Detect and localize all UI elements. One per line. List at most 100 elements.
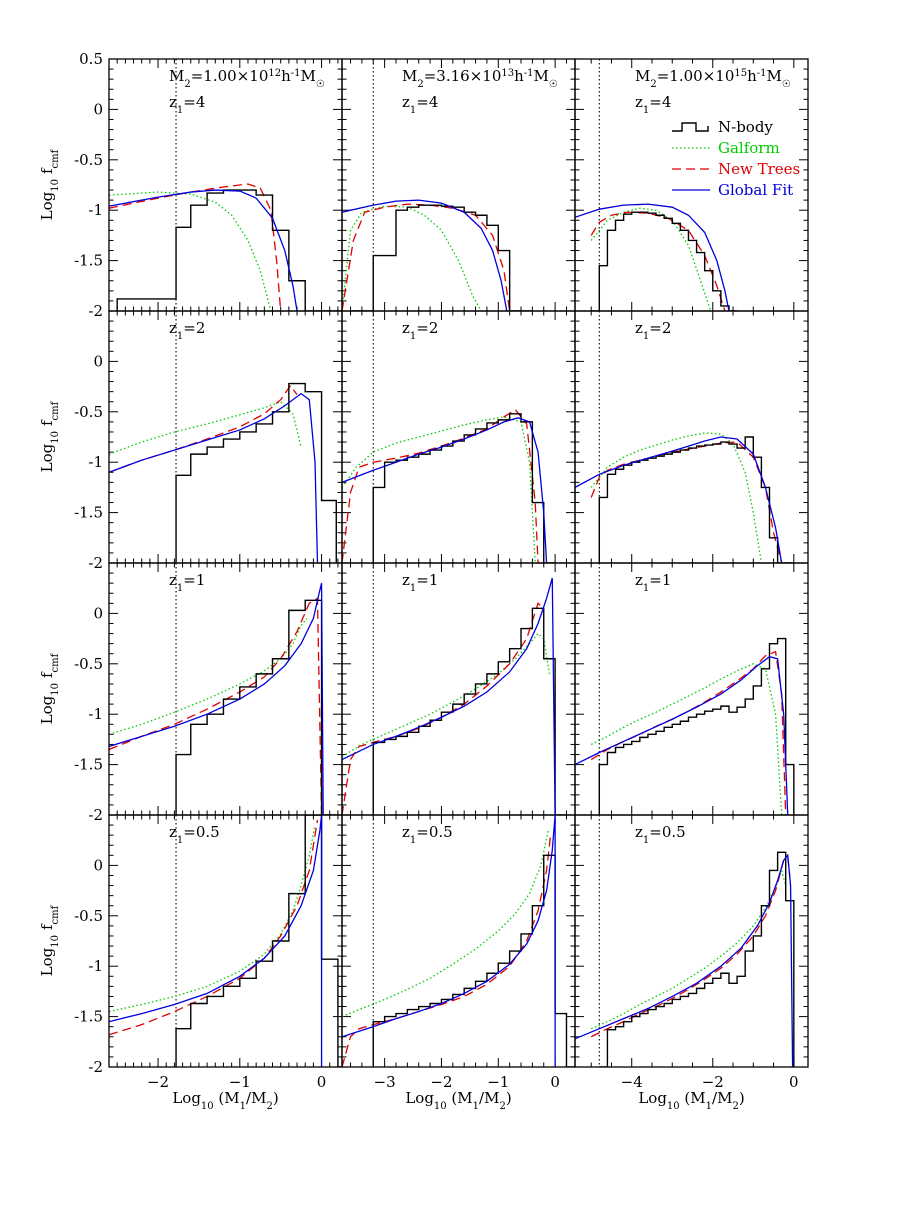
series-new-trees bbox=[109, 819, 319, 1036]
panel-r0-c0: -2 -1.5 -1 -0.5 0 0.5 M2=1.00×1012h-1M☉ z1=4 Log… bbox=[38, 50, 343, 320]
y-tick-label: -2 bbox=[88, 302, 103, 320]
x-axis-title: Log10 (M1/M2) bbox=[172, 1089, 278, 1112]
series-n-body bbox=[372, 854, 575, 1067]
series-n-body bbox=[116, 189, 342, 311]
legend-label: Galform bbox=[718, 139, 780, 157]
series-galform bbox=[342, 632, 551, 758]
y-axis-title: Log10fcmf bbox=[38, 652, 61, 724]
x-tick-label: −1 bbox=[487, 1073, 509, 1091]
series-galform bbox=[590, 432, 763, 563]
series-new-trees bbox=[590, 650, 787, 815]
series-global-fit bbox=[575, 656, 789, 815]
series-new-trees bbox=[590, 856, 791, 1038]
panel-r3-c1: −3 −2 −1 0 z1=0.5 Log10 (M1/M2) bbox=[341, 814, 576, 1112]
y-tick-label: -1.5 bbox=[74, 756, 103, 774]
panel-frame bbox=[574, 814, 809, 1068]
x-axis-title: Log10 (M1/M2) bbox=[405, 1089, 511, 1112]
redshift-label: z1=4 bbox=[402, 93, 438, 116]
x-tick-label: −2 bbox=[430, 1073, 452, 1091]
series-new-trees bbox=[109, 597, 323, 815]
panel-frame bbox=[341, 310, 576, 564]
redshift-label: z1=4 bbox=[635, 93, 671, 116]
y-tick-label: -2 bbox=[88, 806, 103, 824]
series-n-body bbox=[175, 599, 337, 815]
redshift-label: z1=0.5 bbox=[635, 823, 686, 846]
y-tick-label: -1.5 bbox=[74, 504, 103, 522]
series-global-fit bbox=[342, 417, 548, 563]
panel-r2-c2: z1=1 bbox=[574, 562, 809, 816]
x-tick-label: −1 bbox=[229, 1073, 251, 1091]
panel-r3-c2: −4 −2 0 z1=0.5 Log10 (M1/M2) bbox=[574, 814, 809, 1112]
series-n-body bbox=[599, 851, 795, 1067]
redshift-label: z1=1 bbox=[169, 571, 205, 594]
legend-item: Global Fit bbox=[672, 181, 793, 199]
series-global-fit bbox=[575, 203, 730, 311]
panel-r1-c2: z1=2 bbox=[574, 310, 809, 564]
series-galform bbox=[109, 824, 316, 1013]
legend-label: N-body bbox=[718, 118, 773, 136]
y-tick-label: -0.5 bbox=[74, 655, 103, 673]
series-new-trees bbox=[342, 602, 545, 815]
y-tick-label: -2 bbox=[88, 1058, 103, 1076]
panel-r2-c0: -2 -1.5 -1 -0.5 0 z1=1 Log10fcmf bbox=[38, 562, 343, 824]
x-tick-label: 0 bbox=[550, 1073, 560, 1091]
series-global-fit bbox=[342, 199, 508, 311]
series-n-body bbox=[175, 815, 342, 1067]
series-galform bbox=[590, 663, 783, 815]
legend-item: Galform bbox=[672, 139, 780, 157]
y-tick-label: -0.5 bbox=[74, 403, 103, 421]
series-galform bbox=[342, 829, 549, 1018]
y-tick-label: -0.5 bbox=[74, 151, 103, 169]
x-tick-label: −3 bbox=[374, 1073, 396, 1091]
redshift-label: z1=1 bbox=[635, 571, 671, 594]
y-tick-label: -2 bbox=[88, 554, 103, 572]
series-galform bbox=[109, 191, 272, 311]
y-tick-label: -1.5 bbox=[74, 252, 103, 270]
x-tick-label: −2 bbox=[702, 1073, 724, 1091]
legend-label: New Trees bbox=[718, 160, 800, 178]
y-tick-label: 0 bbox=[93, 856, 103, 874]
panel-frame bbox=[341, 58, 576, 312]
panel-frame bbox=[108, 310, 343, 564]
panel-r1-c0: -2 -1.5 -1 -0.5 0 z1=2 Log10fcmf bbox=[38, 310, 343, 572]
series-global-fit bbox=[342, 577, 556, 815]
redshift-label: z1=2 bbox=[169, 319, 205, 342]
panel-frame bbox=[341, 814, 576, 1068]
legend-swatch bbox=[672, 122, 709, 132]
y-tick-label: 0 bbox=[93, 604, 103, 622]
series-galform bbox=[342, 416, 536, 563]
y-tick-label: 0 bbox=[93, 352, 103, 370]
series-new-trees bbox=[342, 835, 552, 1067]
y-tick-label: -1 bbox=[88, 705, 103, 723]
legend-label: Global Fit bbox=[718, 181, 793, 199]
series-n-body bbox=[350, 204, 533, 311]
y-axis-title: Log10fcmf bbox=[38, 400, 61, 472]
panel-r3-c0: -2 -1.5 -1 -0.5 0 −2 −1 0 z1=0.5 Log10fcmf Log10 (… bbox=[38, 814, 343, 1112]
y-tick-label: -1 bbox=[88, 957, 103, 975]
series-global-fit bbox=[109, 583, 324, 815]
y-tick-label: -1 bbox=[88, 453, 103, 471]
x-tick-label: −2 bbox=[147, 1073, 169, 1091]
legend: N-body Galform New Trees Global Fit bbox=[672, 118, 800, 199]
y-axis-title: Log10fcmf bbox=[38, 904, 61, 976]
mass-label: M2=1.00×1012h-1M☉ bbox=[169, 67, 325, 90]
mass-label: M2=1.00×1015h-1M☉ bbox=[635, 67, 791, 90]
series-global-fit bbox=[575, 853, 794, 1067]
series-galform bbox=[590, 207, 712, 311]
redshift-label: z1=0.5 bbox=[402, 823, 453, 846]
series-galform bbox=[342, 205, 482, 311]
series-galform bbox=[109, 618, 308, 735]
panel-frame bbox=[341, 562, 576, 816]
series-new-trees bbox=[109, 384, 298, 473]
panel-frame bbox=[108, 58, 343, 312]
redshift-label: z1=1 bbox=[402, 571, 438, 594]
redshift-label: z1=2 bbox=[402, 319, 438, 342]
series-new-trees bbox=[342, 408, 539, 563]
legend-item: N-body bbox=[672, 118, 773, 136]
redshift-label: z1=2 bbox=[635, 319, 671, 342]
panel-r0-c1: M2=3.16×1013h-1M☉ z1=4 bbox=[341, 58, 576, 312]
redshift-label: z1=4 bbox=[169, 93, 205, 116]
panel-r1-c1: z1=2 bbox=[341, 310, 576, 564]
y-tick-label: -1 bbox=[88, 201, 103, 219]
